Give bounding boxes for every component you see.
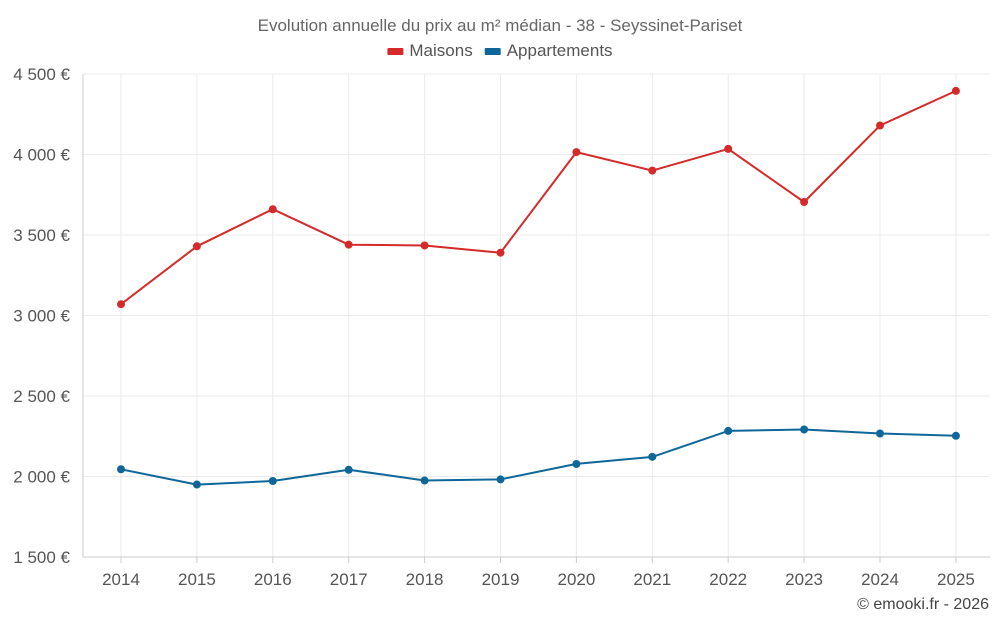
x-tick-label: 2023 — [785, 570, 823, 589]
x-tick-label: 2020 — [557, 570, 595, 589]
x-tick-label: 2021 — [633, 570, 671, 589]
data-point-maisons — [951, 86, 960, 95]
data-point-appartements — [496, 475, 505, 484]
data-point-maisons — [572, 148, 581, 157]
data-point-maisons — [192, 242, 201, 251]
data-point-maisons — [648, 166, 657, 175]
series-line-maisons — [120, 89, 957, 305]
x-tick-label: 2024 — [861, 570, 899, 589]
y-tick-label: 3 500 € — [13, 226, 70, 245]
x-tick-label: 2019 — [482, 570, 520, 589]
legend-swatch — [484, 48, 501, 55]
data-point-maisons — [268, 205, 277, 214]
legend-label: Maisons — [409, 41, 472, 60]
data-point-appartements — [724, 426, 733, 435]
data-point-maisons — [724, 144, 733, 153]
data-point-maisons — [344, 240, 353, 249]
x-tick-label: 2017 — [330, 570, 368, 589]
data-point-appartements — [800, 425, 809, 434]
y-tick-label: 4 000 € — [13, 146, 70, 165]
x-tick-label: 2014 — [102, 570, 140, 589]
series-line-appartements — [120, 428, 956, 486]
data-point-appartements — [268, 477, 277, 486]
legend-item-maisons: Maisons — [387, 41, 473, 60]
x-tick-label: 2016 — [254, 570, 292, 589]
x-tick-label: 2015 — [178, 570, 216, 589]
legend-item-appartements: Appartements — [484, 41, 613, 60]
y-tick-label: 2 500 € — [13, 387, 70, 406]
y-tick-label: 4 500 € — [13, 65, 70, 84]
data-point-appartements — [572, 459, 581, 468]
data-point-appartements — [420, 476, 429, 485]
data-point-maisons — [117, 300, 125, 309]
credit-text: © emooki.fr - 2026 — [857, 596, 989, 613]
y-tick-label: 3 000 € — [13, 307, 70, 326]
series — [117, 86, 960, 489]
data-point-maisons — [876, 121, 884, 130]
y-tick-label: 1 500 € — [13, 548, 70, 567]
data-point-maisons — [496, 248, 505, 257]
data-point-appartements — [951, 431, 960, 440]
legend-swatch — [387, 48, 404, 55]
x-tick-label: 2018 — [406, 570, 444, 589]
axes: 1 500 € 2 000 € 2 500 € 3 000 € 3 500 € 4 000… — [13, 65, 990, 589]
x-tick-label: 2022 — [709, 570, 747, 589]
grid — [83, 73, 990, 557]
x-tick-label: 2025 — [937, 570, 975, 589]
legend-label: Appartements — [507, 41, 613, 60]
chart-title: Evolution annuelle du prix au m² médian … — [258, 16, 743, 35]
data-point-appartements — [648, 452, 657, 461]
data-point-maisons — [420, 241, 429, 250]
y-tick-label: 2 000 € — [13, 468, 70, 487]
data-point-appartements — [117, 465, 125, 474]
data-point-appartements — [344, 465, 353, 474]
data-point-appartements — [192, 480, 201, 489]
data-point-maisons — [800, 197, 809, 206]
data-point-appartements — [876, 429, 884, 438]
legend: Maisons Appartements — [387, 41, 613, 60]
